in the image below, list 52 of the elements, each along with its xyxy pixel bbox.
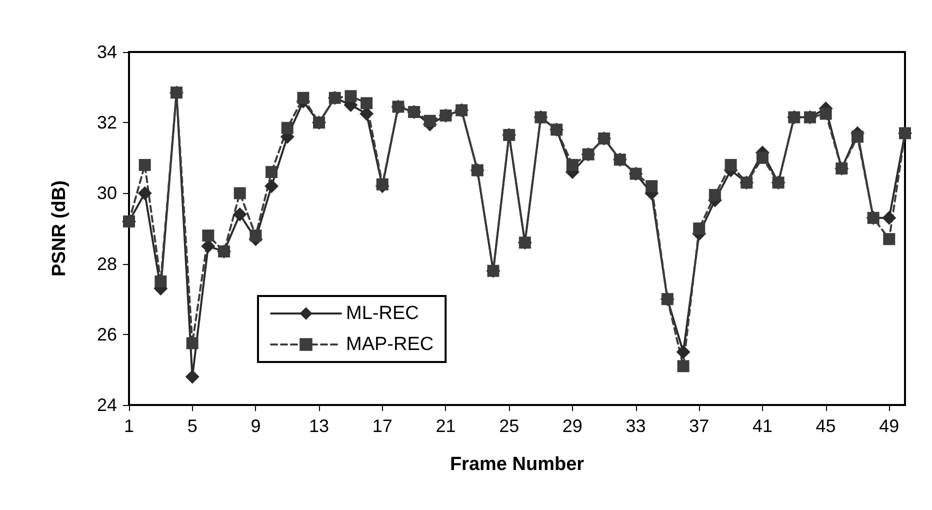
point <box>566 158 578 171</box>
x-tick-label: 13 <box>309 416 330 436</box>
point <box>234 187 246 200</box>
y-axis-title: PSNR (dB) <box>49 180 70 277</box>
x-tick-label: 21 <box>436 416 456 436</box>
x-tick-label: 49 <box>879 416 900 436</box>
point <box>281 122 294 134</box>
point <box>138 186 152 200</box>
point <box>424 114 436 127</box>
y-tick-label: 34 <box>96 42 117 62</box>
point <box>266 166 278 178</box>
point <box>185 370 200 384</box>
point <box>138 158 151 171</box>
point <box>264 179 279 194</box>
point <box>376 178 388 190</box>
point <box>344 90 357 102</box>
x-tick-label: 45 <box>816 416 836 436</box>
x-tick-label: 33 <box>626 416 646 436</box>
x-tick-label: 29 <box>562 416 582 436</box>
y-tick-label: 28 <box>96 254 117 274</box>
y-tick-label: 30 <box>96 183 117 204</box>
x-axis-title: Frame Number <box>450 454 585 475</box>
x-tick-label: 1 <box>124 416 134 436</box>
x-tick-label: 5 <box>187 416 198 436</box>
x-tick-label: 37 <box>689 416 710 436</box>
point <box>693 222 706 234</box>
point <box>186 337 198 350</box>
point <box>708 188 721 201</box>
point <box>297 92 310 104</box>
y-tick-label: 24 <box>96 395 117 415</box>
point <box>882 210 896 225</box>
point <box>250 230 262 242</box>
x-tick-label: 9 <box>250 416 261 436</box>
point <box>154 275 167 288</box>
point <box>360 97 373 110</box>
point <box>676 345 690 360</box>
point <box>756 152 768 164</box>
point <box>883 233 896 246</box>
point <box>232 207 247 222</box>
legend-label: MAP-REC <box>346 334 434 355</box>
x-tick-label: 41 <box>752 416 772 436</box>
x-tick-label: 25 <box>499 416 520 436</box>
y-tick-label: 26 <box>96 324 117 344</box>
point <box>724 158 737 171</box>
point <box>202 230 214 242</box>
legend-label: ML-REC <box>346 303 419 324</box>
point <box>646 180 658 192</box>
y-tick-label: 32 <box>96 112 117 133</box>
point <box>677 360 690 372</box>
x-tick-label: 17 <box>372 416 392 436</box>
point <box>820 108 832 120</box>
point <box>851 130 864 143</box>
